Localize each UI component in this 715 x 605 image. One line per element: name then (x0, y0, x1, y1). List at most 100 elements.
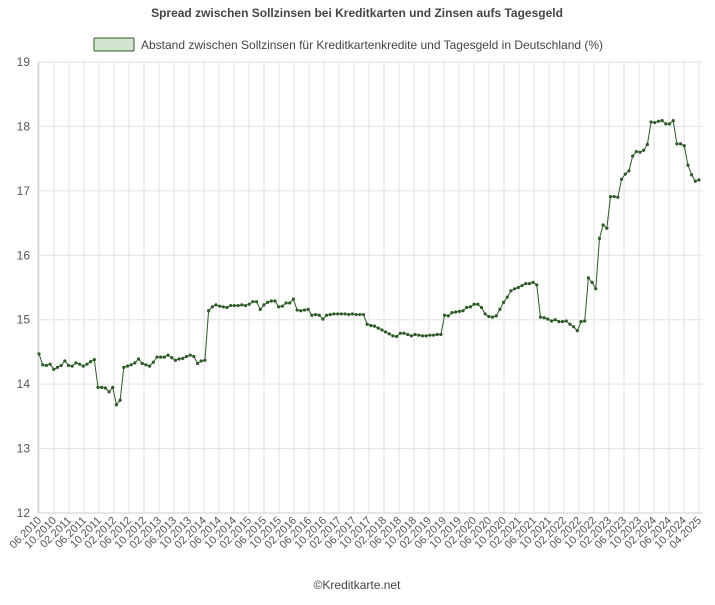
data-point[interactable] (590, 280, 594, 284)
data-point[interactable] (291, 297, 296, 301)
data-point[interactable] (686, 163, 690, 167)
data-point[interactable] (520, 283, 524, 288)
data-point[interactable] (107, 390, 111, 394)
data-point[interactable] (321, 317, 325, 321)
data-point[interactable] (516, 285, 520, 290)
data-point[interactable] (487, 314, 491, 319)
data-point[interactable] (479, 305, 484, 310)
data-point[interactable] (166, 353, 170, 357)
data-point[interactable] (542, 316, 546, 320)
data-point[interactable] (435, 332, 439, 337)
data-point[interactable] (317, 313, 321, 317)
data-point[interactable] (465, 305, 469, 310)
data-point[interactable] (181, 356, 185, 360)
data-point[interactable] (638, 150, 642, 154)
data-point[interactable] (155, 355, 159, 359)
data-point[interactable] (258, 307, 262, 312)
data-point[interactable] (612, 195, 616, 199)
data-point[interactable] (568, 322, 572, 326)
data-point[interactable] (682, 144, 686, 148)
data-point[interactable] (302, 308, 307, 312)
data-point[interactable] (354, 312, 358, 317)
data-point[interactable] (295, 308, 299, 312)
data-point[interactable] (450, 311, 454, 315)
data-point[interactable] (37, 352, 41, 356)
data-point[interactable] (125, 364, 130, 368)
data-point[interactable] (66, 363, 71, 368)
data-point[interactable] (96, 385, 100, 389)
data-point[interactable] (594, 287, 598, 291)
data-point[interactable] (365, 322, 369, 326)
data-point[interactable] (535, 283, 539, 287)
data-point[interactable] (229, 303, 233, 308)
data-point[interactable] (505, 295, 509, 299)
data-point[interactable] (207, 309, 211, 313)
data-point[interactable] (328, 312, 332, 317)
data-point[interactable] (299, 309, 303, 313)
data-point[interactable] (339, 312, 343, 316)
data-point[interactable] (144, 363, 148, 367)
data-point[interactable] (41, 363, 45, 367)
data-point[interactable] (387, 332, 391, 336)
data-point[interactable] (199, 359, 203, 363)
data-point[interactable] (395, 334, 399, 339)
data-point[interactable] (232, 303, 237, 308)
data-point[interactable] (284, 301, 288, 305)
data-point[interactable] (111, 385, 115, 389)
data-point[interactable] (509, 289, 513, 293)
data-point[interactable] (350, 312, 355, 316)
data-point[interactable] (468, 305, 472, 309)
data-point[interactable] (671, 119, 675, 123)
data-point[interactable] (439, 332, 443, 337)
data-point[interactable] (192, 354, 196, 359)
data-point[interactable] (129, 363, 133, 367)
data-point[interactable] (693, 179, 697, 183)
data-point[interactable] (358, 312, 362, 317)
data-point[interactable] (52, 367, 56, 371)
data-point[interactable] (461, 309, 465, 313)
data-point[interactable] (623, 172, 627, 176)
data-point[interactable] (247, 302, 251, 306)
data-point[interactable] (347, 312, 351, 317)
data-point[interactable] (44, 363, 48, 368)
data-point[interactable] (524, 282, 528, 286)
data-point[interactable] (513, 287, 517, 291)
data-point[interactable] (601, 223, 605, 227)
data-point[interactable] (70, 364, 74, 368)
data-point[interactable] (616, 195, 620, 199)
data-point[interactable] (490, 315, 495, 319)
data-point[interactable] (310, 313, 314, 317)
data-point[interactable] (678, 142, 683, 146)
data-point[interactable] (221, 305, 225, 309)
data-point[interactable] (243, 303, 248, 308)
data-point[interactable] (560, 320, 565, 324)
legend-swatch[interactable] (93, 37, 135, 52)
data-point[interactable] (579, 320, 583, 324)
data-point[interactable] (406, 332, 410, 337)
data-point[interactable] (402, 331, 406, 335)
data-point[interactable] (656, 119, 661, 123)
data-point[interactable] (442, 313, 447, 317)
data-point[interactable] (77, 362, 82, 366)
data-point[interactable] (380, 328, 384, 332)
data-point[interactable] (483, 312, 487, 316)
data-point[interactable] (188, 353, 192, 357)
data-point[interactable] (428, 333, 432, 337)
data-point[interactable] (446, 314, 450, 318)
data-point[interactable] (251, 300, 255, 304)
data-point[interactable] (103, 386, 107, 390)
data-point[interactable] (583, 319, 587, 323)
data-point[interactable] (254, 300, 259, 304)
data-point[interactable] (225, 305, 229, 310)
data-point[interactable] (140, 361, 144, 366)
data-point[interactable] (553, 318, 557, 322)
data-point[interactable] (148, 364, 152, 368)
data-point[interactable] (343, 312, 347, 316)
data-point[interactable] (288, 301, 292, 305)
data-point[interactable] (236, 303, 240, 308)
data-point[interactable] (472, 302, 476, 306)
data-point[interactable] (413, 332, 417, 337)
data-point[interactable] (59, 363, 63, 368)
data-point[interactable] (210, 305, 214, 309)
data-point[interactable] (546, 317, 550, 321)
